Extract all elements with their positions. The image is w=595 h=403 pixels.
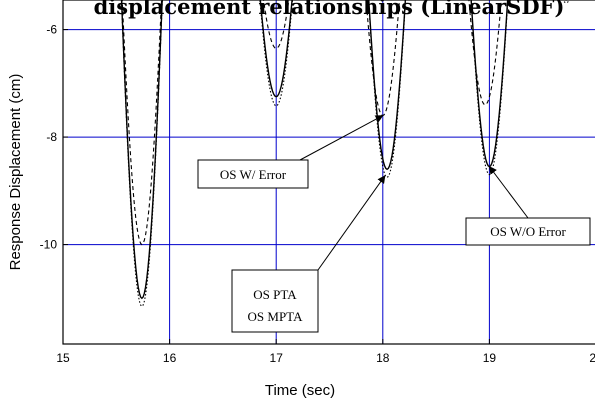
series-line-solid [120,0,569,300]
x-tick-label: 17 [270,351,284,365]
series-line-dashed [121,0,502,246]
axis-ticks: 15 16 17 18 19 20 -6 -8 -10 [40,23,595,365]
annotation-arrow [299,115,384,161]
x-tick-label: 19 [483,351,497,365]
y-tick-label: -10 [40,238,58,252]
annotation-box [197,159,309,189]
annotation-label: OS PTA [253,287,297,302]
annotation-box [231,269,319,333]
x-tick-label: 16 [163,351,177,365]
y-tick-label: -6 [46,23,57,37]
x-tick-label: 15 [56,351,70,365]
annotation-arrow [488,165,529,219]
annotation-os-without-error: OS W/O Error [465,165,591,246]
annotation-label: OS W/O Error [490,224,566,239]
series-layer [120,0,571,308]
annotation-label: OS W/ Error [220,167,287,182]
y-axis-label: Response Displacement (cm) [7,74,24,271]
series-line-dotted [120,0,571,308]
grid-lines [63,0,595,344]
x-tick-label: 20 [589,351,595,365]
x-tick-label: 18 [376,351,390,365]
annotation-os-pta-mpta: OS PTA OS MPTA [231,175,386,333]
plot-frame [62,0,595,345]
x-axis-label: Time (sec) [265,382,335,399]
annotation-os-with-error: OS W/ Error [197,115,384,189]
chart-title: displacement relationships (LinearSDF) [94,0,565,19]
annotation-box [465,217,591,246]
annotation-label: OS MPTA [248,309,304,324]
y-tick-label: -8 [46,130,57,144]
annotation-arrow [317,175,386,271]
